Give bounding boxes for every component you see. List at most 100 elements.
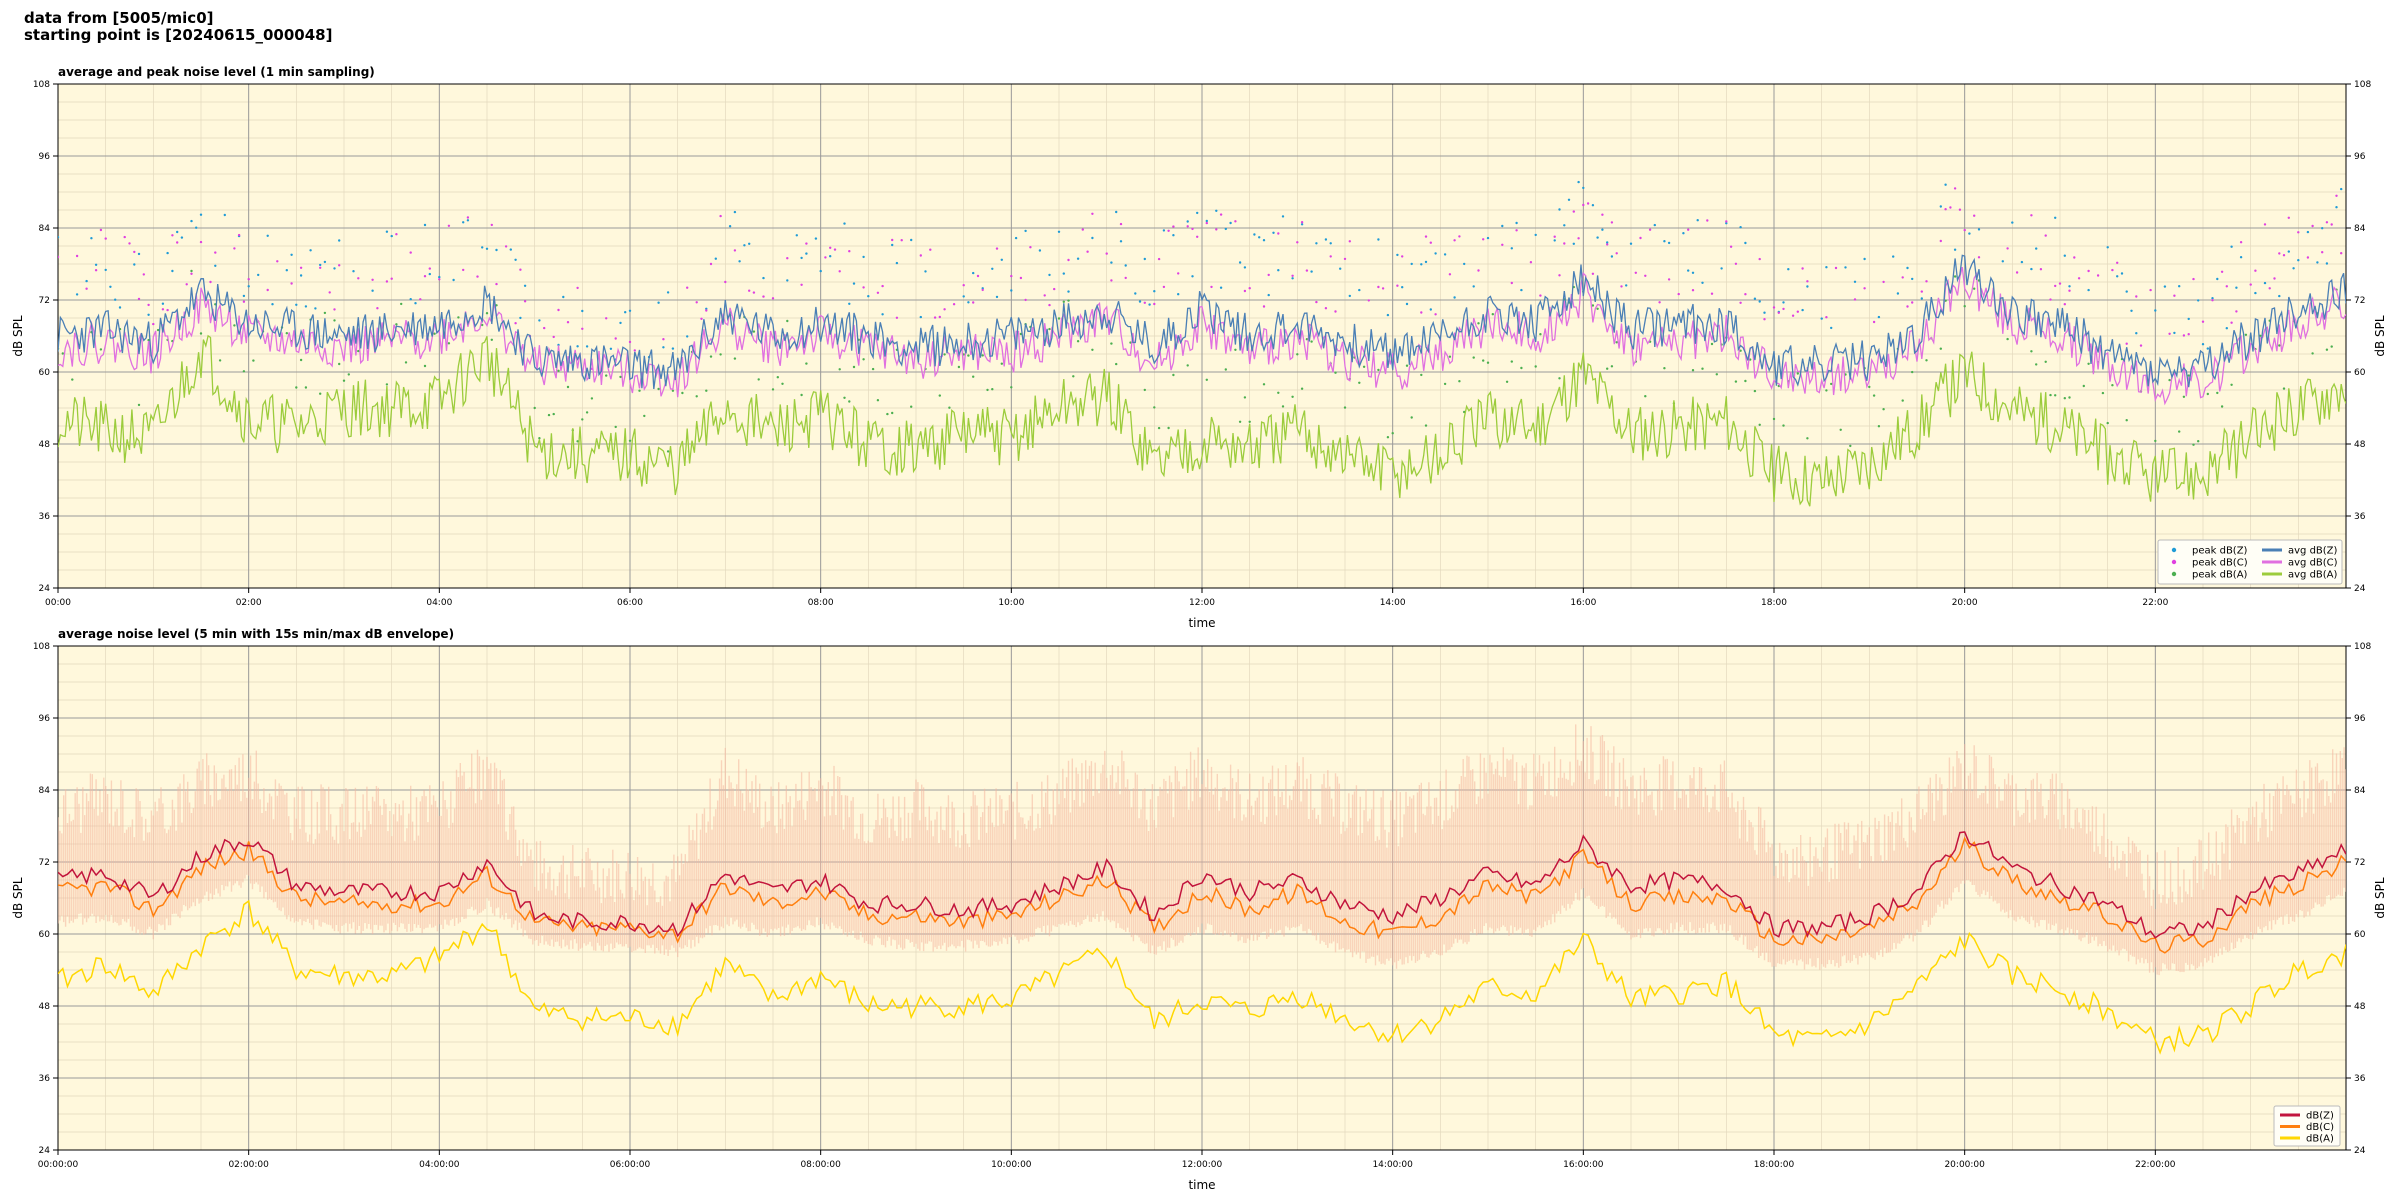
peak-c-point <box>938 315 941 319</box>
peak-z-point <box>924 270 927 273</box>
peak-c-point <box>199 240 203 244</box>
peak-a-point <box>848 400 851 403</box>
peak-z-point <box>1148 303 1151 306</box>
peak-z-point <box>1787 268 1790 271</box>
peak-z-point <box>743 244 746 247</box>
peak-z-point <box>1720 267 1723 270</box>
y-tick-label: 24 <box>39 1146 51 1156</box>
peak-z-point <box>962 295 965 298</box>
peak-c-point <box>1043 294 1046 297</box>
peak-a-point <box>338 362 341 366</box>
peak-z-point <box>2001 260 2005 263</box>
peak-a-point <box>1939 347 1943 350</box>
peak-a-point <box>1772 417 1776 421</box>
peak-c-point <box>104 237 107 240</box>
y-tick-label-right: 84 <box>2354 786 2366 796</box>
peak-z-point <box>147 313 150 316</box>
peak-a-point <box>547 413 551 417</box>
peak-a-point <box>1386 436 1390 439</box>
peak-z-point <box>686 335 689 338</box>
peak-a-point <box>771 388 775 391</box>
peak-z-point <box>881 313 884 316</box>
peak-z-point <box>748 242 751 245</box>
peak-c-point <box>2321 251 2324 254</box>
peak-a-point <box>1334 371 1337 374</box>
peak-z-point <box>1115 210 1118 214</box>
peak-a-point <box>2035 363 2038 366</box>
peak-a-point <box>1758 423 1761 426</box>
peak-c-point <box>1501 243 1504 246</box>
peak-a-point <box>638 389 641 392</box>
legend-label: peak dB(C) <box>2192 558 2248 569</box>
x-tick-label: 02:00 <box>236 598 262 608</box>
peak-c-point <box>1167 229 1170 232</box>
peak-c-point <box>2125 342 2128 345</box>
peak-a-point <box>2044 360 2047 363</box>
peak-c-point <box>2149 288 2152 292</box>
peak-c-point <box>1448 273 1452 276</box>
peak-z-point <box>762 276 765 280</box>
peak-a-point <box>1072 375 1075 378</box>
peak-c-point <box>1615 252 1618 255</box>
peak-z-point <box>1138 300 1142 303</box>
peak-a-point <box>709 355 713 358</box>
peak-z-point <box>295 303 298 306</box>
peak-z-point <box>657 301 660 304</box>
peak-z-point <box>2020 260 2024 264</box>
peak-z-point <box>1744 241 1747 245</box>
peak-a-point <box>1830 382 1833 386</box>
peak-a-point <box>147 338 150 342</box>
peak-z-point <box>1277 269 1280 272</box>
peak-a-point <box>1806 437 1809 440</box>
peak-a-point <box>319 392 322 395</box>
peak-z-point <box>2187 317 2190 321</box>
peak-a-point <box>871 367 875 371</box>
peak-z-point <box>2116 275 2119 278</box>
peak-a-point <box>805 362 808 365</box>
x-tick-label: 22:00 <box>2142 598 2168 608</box>
peak-z-point <box>1687 269 1690 272</box>
peak-c-point <box>2015 271 2019 274</box>
peak-a-point <box>1296 353 1299 356</box>
peak-c-point <box>800 283 803 286</box>
peak-c-point <box>1248 287 1251 290</box>
peak-c-point <box>2049 298 2052 301</box>
peak-c-point <box>1453 239 1456 242</box>
peak-z-point <box>1205 219 1209 223</box>
peak-c-point <box>2235 310 2238 313</box>
peak-z-point <box>1920 297 1924 300</box>
peak-c-point <box>1334 310 1337 313</box>
peak-a-point <box>1310 340 1313 343</box>
peak-c-point <box>438 278 441 281</box>
peak-c-point <box>1396 284 1399 287</box>
peak-c-point <box>2340 252 2343 255</box>
peak-c-point <box>519 268 522 271</box>
peak-a-point <box>1644 395 1647 398</box>
peak-a-point <box>242 370 246 373</box>
peak-z-point <box>2340 187 2343 191</box>
peak-c-point <box>1906 305 1909 308</box>
peak-z-point <box>728 225 732 228</box>
peak-a-point <box>1877 425 1881 428</box>
peak-z-point <box>2254 291 2257 295</box>
peak-c-point <box>1953 187 1957 190</box>
peak-z-point <box>1844 266 1847 269</box>
peak-c-point <box>1191 227 1194 231</box>
peak-c-point <box>1219 213 1223 216</box>
peak-z-point <box>1238 261 1242 264</box>
peak-a-point <box>1963 305 1966 308</box>
peak-c-point <box>2335 194 2338 197</box>
peak-c-point <box>266 288 269 292</box>
x-tick-label: 06:00:00 <box>610 1160 651 1170</box>
peak-a-point <box>1076 340 1080 343</box>
peak-z-point <box>104 268 107 272</box>
peak-a-point <box>2106 421 2109 425</box>
peak-c-point <box>523 300 527 303</box>
peak-c-point <box>209 280 212 284</box>
peak-c-point <box>2135 295 2138 298</box>
peak-z-point <box>1253 233 1256 236</box>
peak-z-point <box>1134 292 1137 295</box>
peak-c-point <box>1029 246 1032 249</box>
peak-c-point <box>1510 281 1514 285</box>
peak-z-point <box>2297 259 2300 262</box>
